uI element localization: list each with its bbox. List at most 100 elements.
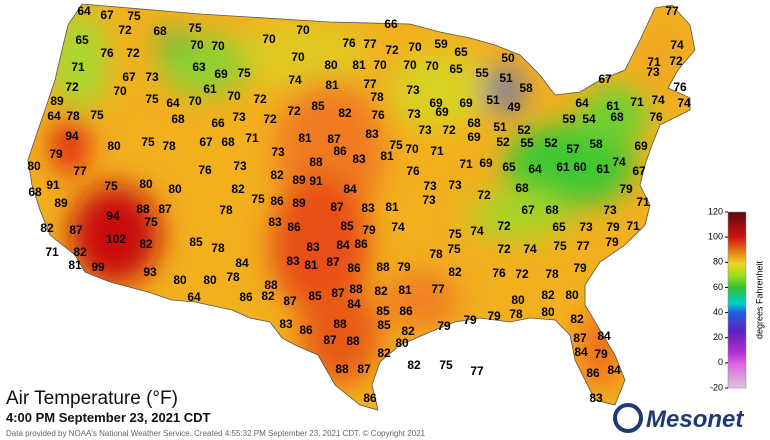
temperature-label: 73 [271, 145, 285, 159]
temperature-label: 84 [347, 297, 361, 311]
temperature-label: 76 [198, 163, 212, 177]
temperature-label: 68 [221, 135, 235, 149]
temperature-label: 72 [442, 123, 456, 137]
temperature-label: 87 [326, 255, 340, 269]
temperature-label: 80 [541, 305, 555, 319]
temperature-label: 81 [68, 258, 82, 272]
temperature-label: 58 [519, 81, 533, 95]
temperature-label: 65 [552, 220, 566, 234]
temperature-label: 86 [347, 261, 361, 275]
temperature-label: 84 [343, 182, 357, 196]
temperature-label: 83 [279, 317, 293, 331]
temperature-label: 80 [203, 273, 217, 287]
temperature-label: 59 [434, 37, 448, 51]
temperature-label: 85 [377, 318, 391, 332]
temperature-label: 65 [449, 62, 463, 76]
temperature-label: 78 [370, 90, 384, 104]
temperature-label: 68 [153, 24, 167, 38]
temperature-label: 82 [261, 289, 275, 303]
temperature-label: 88 [333, 317, 347, 331]
temperature-label: 82 [231, 182, 245, 196]
temperature-label: 83 [286, 254, 300, 268]
credit: Data provided by NOAA's National Weather… [6, 429, 426, 438]
temperature-label: 73 [407, 107, 421, 121]
temperature-label: 80 [395, 336, 409, 350]
temperature-label: 82 [407, 358, 421, 372]
temperature-label: 57 [566, 142, 580, 156]
temperature-label: 86 [399, 304, 413, 318]
temperature-label: 72 [253, 92, 267, 106]
temperature-label: 78 [509, 307, 523, 321]
temperature-label: 82 [570, 312, 584, 326]
temperature-label: 51 [493, 120, 507, 134]
temperature-label: 83 [306, 240, 320, 254]
temperature-label: 91 [309, 174, 323, 188]
temperature-label: 72 [287, 104, 301, 118]
temperature-label: 73 [448, 178, 462, 192]
temperature-label: 89 [54, 196, 68, 210]
temperature-label: 72 [515, 267, 529, 281]
temperature-label: 74 [670, 38, 684, 52]
temperature-label: 79 [362, 223, 376, 237]
temperature-label: 83 [352, 152, 366, 166]
temperature-label: 70 [408, 40, 422, 54]
temperature-label: 69 [435, 105, 449, 119]
temperature-label: 61 [596, 162, 610, 176]
temperature-label: 82 [377, 346, 391, 360]
temperature-label: 61 [606, 99, 620, 113]
temperature-label: 67 [122, 70, 136, 84]
temperature-label: 68 [467, 116, 481, 130]
temperature-label: 75 [439, 358, 453, 372]
temperature-label: 80 [139, 177, 153, 191]
temperature-label: 71 [45, 245, 59, 259]
temperature-label: 81 [325, 78, 339, 92]
temperature-label: 73 [406, 83, 420, 97]
temperature-label: 72 [263, 112, 277, 126]
temperature-label: 74 [677, 96, 691, 110]
temperature-label: 69 [479, 156, 493, 170]
temperature-label: 79 [594, 347, 608, 361]
temperature-label: 70 [190, 38, 204, 52]
temperature-label: 69 [634, 139, 648, 153]
colorbar [727, 211, 747, 389]
temperature-label: 67 [521, 203, 535, 217]
temperature-label: 80 [565, 288, 579, 302]
temperature-label: 73 [603, 203, 617, 217]
temperature-label: 78 [162, 139, 176, 153]
temperature-label: 83 [589, 391, 603, 405]
temperature-label: 88 [309, 155, 323, 169]
temperature-label: 75 [145, 92, 159, 106]
temperature-label: 89 [50, 94, 64, 108]
temperature-label: 82 [338, 106, 352, 120]
temperature-label: 89 [292, 196, 306, 210]
temperature-label: 79 [619, 182, 633, 196]
temperature-label: 74 [470, 224, 484, 238]
temperature-label: 84 [235, 256, 249, 270]
temperature-label: 67 [100, 8, 114, 22]
temperature-label: 76 [100, 46, 114, 60]
temperature-label: 67 [598, 72, 612, 86]
temperature-label: 75 [141, 135, 155, 149]
temperature-label: 87 [69, 223, 83, 237]
temperature-label: 52 [496, 135, 510, 149]
temperature-label: 68 [171, 112, 185, 126]
temperature-label: 73 [646, 65, 660, 79]
temperature-label: 73 [422, 193, 436, 207]
temperature-label: 93 [143, 265, 157, 279]
temperature-label: 70 [296, 23, 310, 37]
temperature-label: 79 [397, 260, 411, 274]
temperature-label: 80 [107, 139, 121, 153]
temperature-label: 74 [391, 220, 405, 234]
temperature-label: 68 [545, 203, 559, 217]
temperature-label: 82 [448, 265, 462, 279]
temperature-label: 79 [49, 147, 63, 161]
temperature-label: 75 [188, 21, 202, 35]
temperature-label: 82 [40, 221, 54, 235]
temperature-label: 85 [189, 235, 203, 249]
temperature-label: 72 [497, 242, 511, 256]
temperature-label: 76 [406, 164, 420, 178]
temperature-label: 86 [354, 237, 368, 251]
temperature-label: 58 [589, 137, 603, 151]
